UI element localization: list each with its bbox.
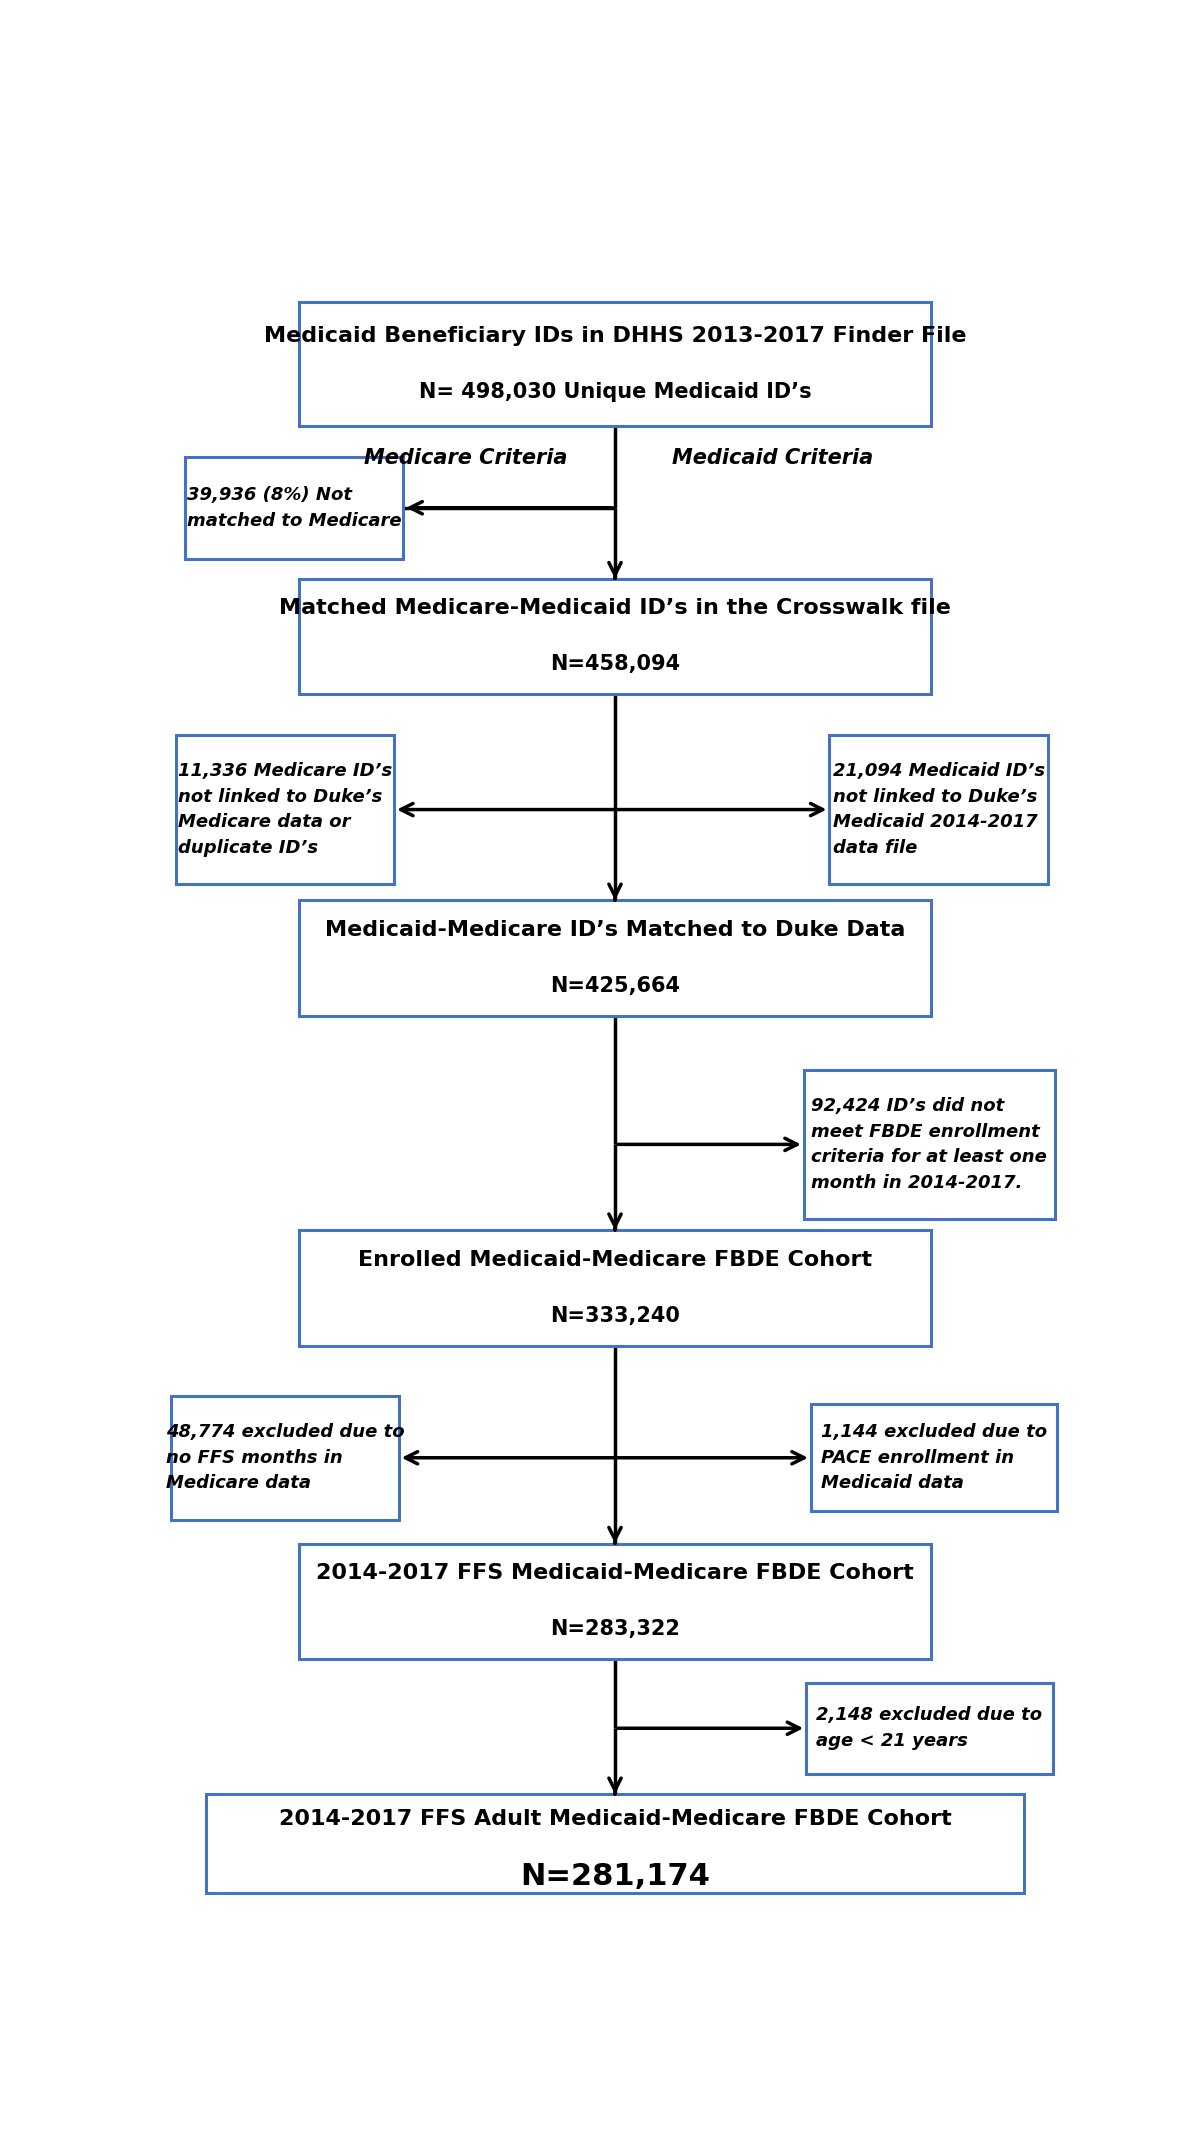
FancyBboxPatch shape xyxy=(175,735,394,885)
FancyBboxPatch shape xyxy=(170,1397,398,1519)
FancyBboxPatch shape xyxy=(185,456,403,559)
Text: 21,094 Medicaid ID’s
not linked to Duke’s
Medicaid 2014-2017
data file: 21,094 Medicaid ID’s not linked to Duke’… xyxy=(833,763,1045,857)
FancyBboxPatch shape xyxy=(806,1684,1052,1774)
FancyBboxPatch shape xyxy=(299,900,931,1015)
Text: 92,424 ID’s did not
meet FBDE enrollment
criteria for at least one
month in 2014: 92,424 ID’s did not meet FBDE enrollment… xyxy=(811,1097,1048,1191)
FancyBboxPatch shape xyxy=(206,1795,1024,1894)
Text: Medicaid-Medicare ID’s Matched to Duke Data: Medicaid-Medicare ID’s Matched to Duke D… xyxy=(325,919,905,940)
Text: N=283,322: N=283,322 xyxy=(550,1619,680,1639)
Text: 2,148 excluded due to
age < 21 years: 2,148 excluded due to age < 21 years xyxy=(816,1707,1043,1750)
Text: N=458,094: N=458,094 xyxy=(550,655,680,675)
Text: 1,144 excluded due to
PACE enrollment in
Medicaid data: 1,144 excluded due to PACE enrollment in… xyxy=(821,1422,1048,1493)
Text: Medicare Criteria: Medicare Criteria xyxy=(365,448,568,469)
Text: Enrolled Medicaid-Medicare FBDE Cohort: Enrolled Medicaid-Medicare FBDE Cohort xyxy=(358,1249,872,1270)
Text: Matched Medicare-Medicaid ID’s in the Crosswalk file: Matched Medicare-Medicaid ID’s in the Cr… xyxy=(280,598,950,619)
Text: Medicaid Criteria: Medicaid Criteria xyxy=(672,448,874,469)
Text: N= 498,030 Unique Medicaid ID’s: N= 498,030 Unique Medicaid ID’s xyxy=(419,381,811,403)
Text: 48,774 excluded due to
no FFS months in
Medicare data: 48,774 excluded due to no FFS months in … xyxy=(166,1422,404,1493)
Text: N=281,174: N=281,174 xyxy=(520,1861,710,1891)
Text: Medicaid Beneficiary IDs in DHHS 2013-2017 Finder File: Medicaid Beneficiary IDs in DHHS 2013-20… xyxy=(264,326,966,347)
FancyBboxPatch shape xyxy=(299,1544,931,1658)
FancyBboxPatch shape xyxy=(811,1405,1057,1512)
FancyBboxPatch shape xyxy=(804,1071,1055,1219)
FancyBboxPatch shape xyxy=(299,578,931,694)
Text: N=333,240: N=333,240 xyxy=(550,1307,680,1326)
Text: 2014-2017 FFS Adult Medicaid-Medicare FBDE Cohort: 2014-2017 FFS Adult Medicaid-Medicare FB… xyxy=(278,1810,952,1829)
FancyBboxPatch shape xyxy=(299,1230,931,1345)
Text: 11,336 Medicare ID’s
not linked to Duke’s
Medicare data or
duplicate ID’s: 11,336 Medicare ID’s not linked to Duke’… xyxy=(178,763,392,857)
FancyBboxPatch shape xyxy=(829,735,1048,885)
Text: 2014-2017 FFS Medicaid-Medicare FBDE Cohort: 2014-2017 FFS Medicaid-Medicare FBDE Coh… xyxy=(316,1564,914,1583)
Text: 39,936 (8%) Not
matched to Medicare: 39,936 (8%) Not matched to Medicare xyxy=(187,486,402,529)
FancyBboxPatch shape xyxy=(299,302,931,426)
Text: N=425,664: N=425,664 xyxy=(550,977,680,996)
